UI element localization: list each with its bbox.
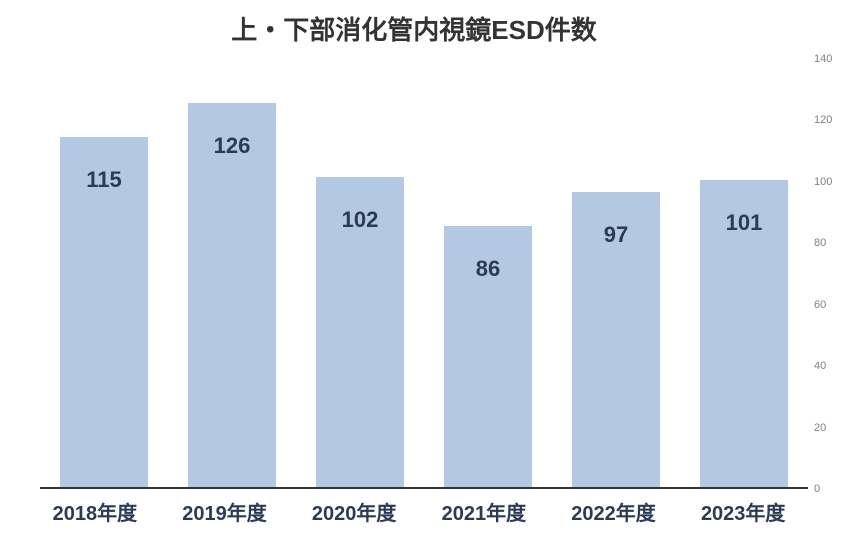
bar-value-label: 86 — [476, 256, 500, 282]
x-axis-label: 2019年度 — [160, 497, 290, 526]
x-axis-label: 2021年度 — [419, 497, 549, 526]
y-axis: 020406080100120140 — [808, 59, 848, 489]
chart-title: 上・下部消化管内視鏡ESD件数 — [20, 10, 808, 47]
bar-slot: 102 — [296, 59, 424, 489]
esd-bar-chart: 上・下部消化管内視鏡ESD件数 115 126 102 86 97 101 0 20 40 60… — [0, 0, 858, 538]
bars-group: 115 126 102 86 97 101 — [40, 59, 808, 489]
bar: 126 — [187, 102, 277, 489]
bar: 115 — [59, 136, 149, 489]
x-axis-label: 2022年度 — [549, 497, 679, 526]
plot-wrap: 1151261028697101 020406080100120140 — [20, 59, 808, 489]
bar-value-label: 115 — [86, 167, 122, 193]
y-tick: 20 — [808, 422, 826, 434]
bar-slot: 97 — [552, 59, 680, 489]
bar-slot: 115 — [40, 59, 168, 489]
y-tick: 80 — [808, 237, 826, 249]
plot-area: 115 126 102 86 97 101 — [30, 59, 808, 489]
bar-value-label: 102 — [342, 207, 379, 233]
y-tick: 0 — [808, 483, 820, 495]
x-axis: 2018年度2019年度2020年度2021年度2022年度2023年度 — [20, 497, 808, 526]
x-axis-label: 2023年度 — [678, 497, 808, 526]
x-axis-label: 2018年度 — [30, 497, 160, 526]
bar: 86 — [443, 225, 533, 489]
y-tick: 100 — [808, 176, 832, 188]
y-tick: 140 — [808, 53, 832, 65]
bar: 101 — [699, 179, 789, 489]
bar-value-label: 97 — [604, 222, 628, 248]
bar-slot: 126 — [168, 59, 296, 489]
bar: 97 — [571, 191, 661, 489]
x-axis-label: 2020年度 — [289, 497, 419, 526]
bar-value-label: 126 — [214, 133, 251, 159]
x-baseline — [40, 487, 808, 489]
y-tick: 60 — [808, 299, 826, 311]
bar-slot: 101 — [680, 59, 808, 489]
bar-slot: 86 — [424, 59, 552, 489]
bar: 102 — [315, 176, 405, 489]
bar-value-label: 101 — [726, 210, 763, 236]
y-tick: 120 — [808, 114, 832, 126]
y-tick: 40 — [808, 360, 826, 372]
